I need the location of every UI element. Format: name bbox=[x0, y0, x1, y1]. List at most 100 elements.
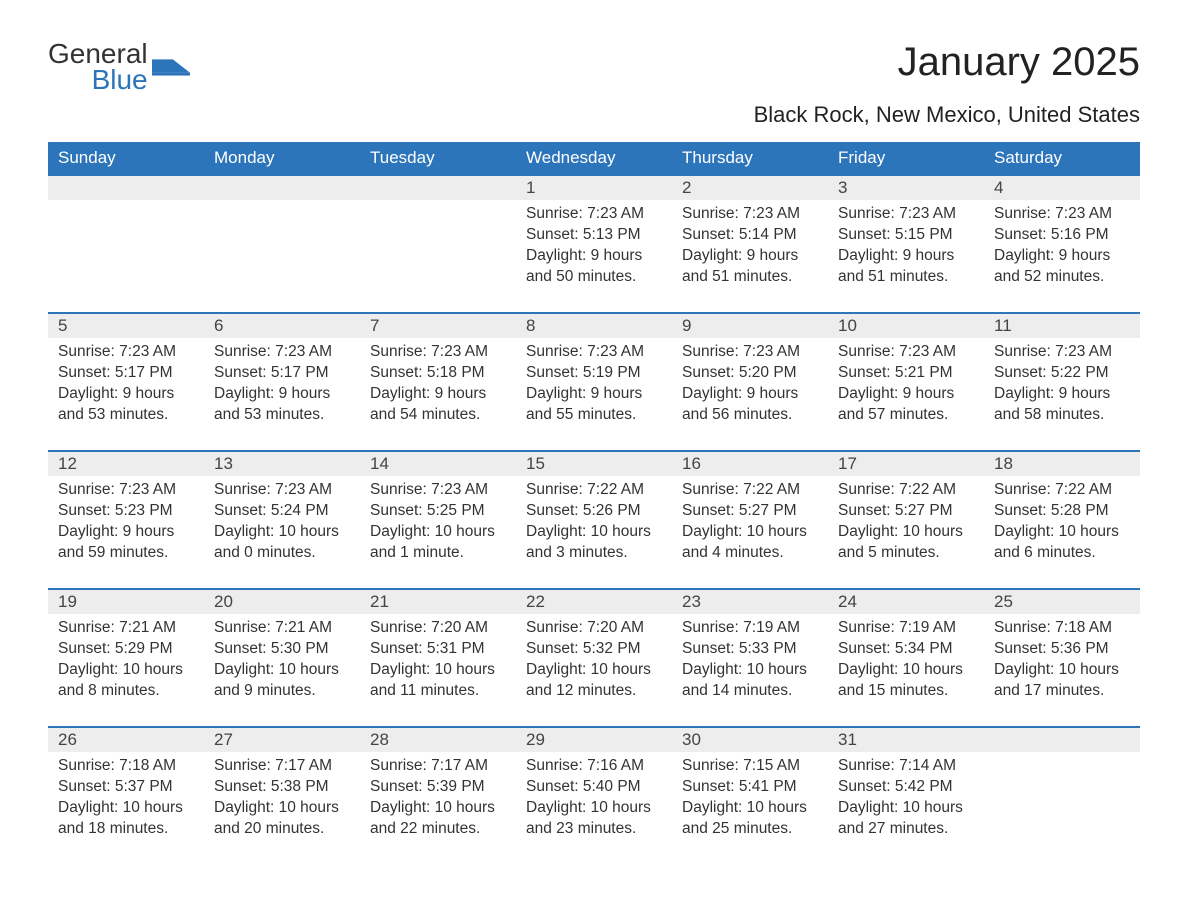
sunrise-text: Sunrise: 7:17 AM bbox=[370, 756, 506, 777]
calendar-day-cell: 29Sunrise: 7:16 AMSunset: 5:40 PMDayligh… bbox=[516, 726, 672, 864]
daylight-text: Daylight: 9 hours and 50 minutes. bbox=[526, 246, 662, 288]
calendar-day-cell: 17Sunrise: 7:22 AMSunset: 5:27 PMDayligh… bbox=[828, 450, 984, 588]
sunset-text: Sunset: 5:38 PM bbox=[214, 777, 350, 798]
calendar-day-cell: 20Sunrise: 7:21 AMSunset: 5:30 PMDayligh… bbox=[204, 588, 360, 726]
daylight-text: Daylight: 10 hours and 25 minutes. bbox=[682, 798, 818, 840]
calendar-day-cell: 3Sunrise: 7:23 AMSunset: 5:15 PMDaylight… bbox=[828, 174, 984, 312]
sunrise-text: Sunrise: 7:19 AM bbox=[838, 618, 974, 639]
sunset-text: Sunset: 5:13 PM bbox=[526, 225, 662, 246]
daylight-text: Daylight: 9 hours and 55 minutes. bbox=[526, 384, 662, 426]
daylight-text: Daylight: 10 hours and 23 minutes. bbox=[526, 798, 662, 840]
day-number: 20 bbox=[204, 588, 360, 614]
sunset-text: Sunset: 5:39 PM bbox=[370, 777, 506, 798]
daylight-text: Daylight: 10 hours and 9 minutes. bbox=[214, 660, 350, 702]
day-number: 18 bbox=[984, 450, 1140, 476]
calendar-day-cell: 4Sunrise: 7:23 AMSunset: 5:16 PMDaylight… bbox=[984, 174, 1140, 312]
calendar-day-cell: 22Sunrise: 7:20 AMSunset: 5:32 PMDayligh… bbox=[516, 588, 672, 726]
sunset-text: Sunset: 5:21 PM bbox=[838, 363, 974, 384]
weekday-header-row: SundayMondayTuesdayWednesdayThursdayFrid… bbox=[48, 142, 1140, 174]
weekday-header: Sunday bbox=[48, 142, 204, 174]
sunset-text: Sunset: 5:34 PM bbox=[838, 639, 974, 660]
day-number: 25 bbox=[984, 588, 1140, 614]
sunrise-text: Sunrise: 7:18 AM bbox=[58, 756, 194, 777]
day-number: 21 bbox=[360, 588, 516, 614]
day-number: 16 bbox=[672, 450, 828, 476]
day-details: Sunrise: 7:23 AMSunset: 5:13 PMDaylight:… bbox=[516, 200, 672, 296]
month-title: January 2025 bbox=[898, 40, 1140, 85]
sunset-text: Sunset: 5:19 PM bbox=[526, 363, 662, 384]
sunrise-text: Sunrise: 7:22 AM bbox=[682, 480, 818, 501]
day-number: 10 bbox=[828, 312, 984, 338]
calendar-day-cell: 30Sunrise: 7:15 AMSunset: 5:41 PMDayligh… bbox=[672, 726, 828, 864]
calendar-day-cell: 1Sunrise: 7:23 AMSunset: 5:13 PMDaylight… bbox=[516, 174, 672, 312]
calendar-day-cell: 26Sunrise: 7:18 AMSunset: 5:37 PMDayligh… bbox=[48, 726, 204, 864]
day-number: 3 bbox=[828, 174, 984, 200]
sunrise-text: Sunrise: 7:19 AM bbox=[682, 618, 818, 639]
sunrise-text: Sunrise: 7:23 AM bbox=[994, 204, 1130, 225]
day-details: Sunrise: 7:22 AMSunset: 5:26 PMDaylight:… bbox=[516, 476, 672, 572]
sunset-text: Sunset: 5:16 PM bbox=[994, 225, 1130, 246]
sunrise-text: Sunrise: 7:23 AM bbox=[526, 204, 662, 225]
daylight-text: Daylight: 9 hours and 52 minutes. bbox=[994, 246, 1130, 288]
daylight-text: Daylight: 9 hours and 58 minutes. bbox=[994, 384, 1130, 426]
calendar-day-cell: 12Sunrise: 7:23 AMSunset: 5:23 PMDayligh… bbox=[48, 450, 204, 588]
sunrise-text: Sunrise: 7:23 AM bbox=[58, 480, 194, 501]
day-details: Sunrise: 7:23 AMSunset: 5:14 PMDaylight:… bbox=[672, 200, 828, 296]
calendar-day-cell: 31Sunrise: 7:14 AMSunset: 5:42 PMDayligh… bbox=[828, 726, 984, 864]
daylight-text: Daylight: 10 hours and 17 minutes. bbox=[994, 660, 1130, 702]
sunset-text: Sunset: 5:22 PM bbox=[994, 363, 1130, 384]
day-number: 7 bbox=[360, 312, 516, 338]
calendar-day-cell: 16Sunrise: 7:22 AMSunset: 5:27 PMDayligh… bbox=[672, 450, 828, 588]
daylight-text: Daylight: 10 hours and 15 minutes. bbox=[838, 660, 974, 702]
calendar-week-row: 12Sunrise: 7:23 AMSunset: 5:23 PMDayligh… bbox=[48, 450, 1140, 588]
calendar-week-row: 5Sunrise: 7:23 AMSunset: 5:17 PMDaylight… bbox=[48, 312, 1140, 450]
calendar-day-cell: 19Sunrise: 7:21 AMSunset: 5:29 PMDayligh… bbox=[48, 588, 204, 726]
sunrise-text: Sunrise: 7:18 AM bbox=[994, 618, 1130, 639]
day-details: Sunrise: 7:23 AMSunset: 5:18 PMDaylight:… bbox=[360, 338, 516, 434]
day-number: 19 bbox=[48, 588, 204, 614]
flag-icon bbox=[152, 55, 190, 79]
calendar-day-cell: 23Sunrise: 7:19 AMSunset: 5:33 PMDayligh… bbox=[672, 588, 828, 726]
sunrise-text: Sunrise: 7:23 AM bbox=[682, 204, 818, 225]
page-header: General Blue January 2025 bbox=[48, 40, 1140, 94]
daylight-text: Daylight: 9 hours and 54 minutes. bbox=[370, 384, 506, 426]
daylight-text: Daylight: 10 hours and 11 minutes. bbox=[370, 660, 506, 702]
calendar-week-row: 19Sunrise: 7:21 AMSunset: 5:29 PMDayligh… bbox=[48, 588, 1140, 726]
day-details: Sunrise: 7:15 AMSunset: 5:41 PMDaylight:… bbox=[672, 752, 828, 848]
sunset-text: Sunset: 5:37 PM bbox=[58, 777, 194, 798]
day-details: Sunrise: 7:23 AMSunset: 5:21 PMDaylight:… bbox=[828, 338, 984, 434]
calendar-day-cell bbox=[204, 174, 360, 312]
daylight-text: Daylight: 10 hours and 12 minutes. bbox=[526, 660, 662, 702]
day-number bbox=[984, 726, 1140, 752]
calendar-day-cell: 15Sunrise: 7:22 AMSunset: 5:26 PMDayligh… bbox=[516, 450, 672, 588]
weekday-header: Thursday bbox=[672, 142, 828, 174]
day-number: 28 bbox=[360, 726, 516, 752]
day-details: Sunrise: 7:23 AMSunset: 5:25 PMDaylight:… bbox=[360, 476, 516, 572]
day-details: Sunrise: 7:16 AMSunset: 5:40 PMDaylight:… bbox=[516, 752, 672, 848]
calendar-day-cell: 5Sunrise: 7:23 AMSunset: 5:17 PMDaylight… bbox=[48, 312, 204, 450]
calendar-week-row: 26Sunrise: 7:18 AMSunset: 5:37 PMDayligh… bbox=[48, 726, 1140, 864]
day-details: Sunrise: 7:20 AMSunset: 5:32 PMDaylight:… bbox=[516, 614, 672, 710]
sunrise-text: Sunrise: 7:22 AM bbox=[526, 480, 662, 501]
calendar-day-cell: 10Sunrise: 7:23 AMSunset: 5:21 PMDayligh… bbox=[828, 312, 984, 450]
day-number: 15 bbox=[516, 450, 672, 476]
daylight-text: Daylight: 9 hours and 51 minutes. bbox=[682, 246, 818, 288]
day-number: 22 bbox=[516, 588, 672, 614]
day-details: Sunrise: 7:23 AMSunset: 5:17 PMDaylight:… bbox=[48, 338, 204, 434]
daylight-text: Daylight: 9 hours and 56 minutes. bbox=[682, 384, 818, 426]
day-details: Sunrise: 7:19 AMSunset: 5:34 PMDaylight:… bbox=[828, 614, 984, 710]
day-details: Sunrise: 7:23 AMSunset: 5:15 PMDaylight:… bbox=[828, 200, 984, 296]
daylight-text: Daylight: 10 hours and 20 minutes. bbox=[214, 798, 350, 840]
day-details: Sunrise: 7:19 AMSunset: 5:33 PMDaylight:… bbox=[672, 614, 828, 710]
day-number bbox=[360, 174, 516, 200]
sunset-text: Sunset: 5:28 PM bbox=[994, 501, 1130, 522]
weekday-header: Wednesday bbox=[516, 142, 672, 174]
sunset-text: Sunset: 5:15 PM bbox=[838, 225, 974, 246]
sunrise-text: Sunrise: 7:23 AM bbox=[370, 342, 506, 363]
day-number: 5 bbox=[48, 312, 204, 338]
day-details: Sunrise: 7:17 AMSunset: 5:38 PMDaylight:… bbox=[204, 752, 360, 848]
sunrise-text: Sunrise: 7:20 AM bbox=[370, 618, 506, 639]
day-number: 14 bbox=[360, 450, 516, 476]
sunset-text: Sunset: 5:30 PM bbox=[214, 639, 350, 660]
day-number: 24 bbox=[828, 588, 984, 614]
